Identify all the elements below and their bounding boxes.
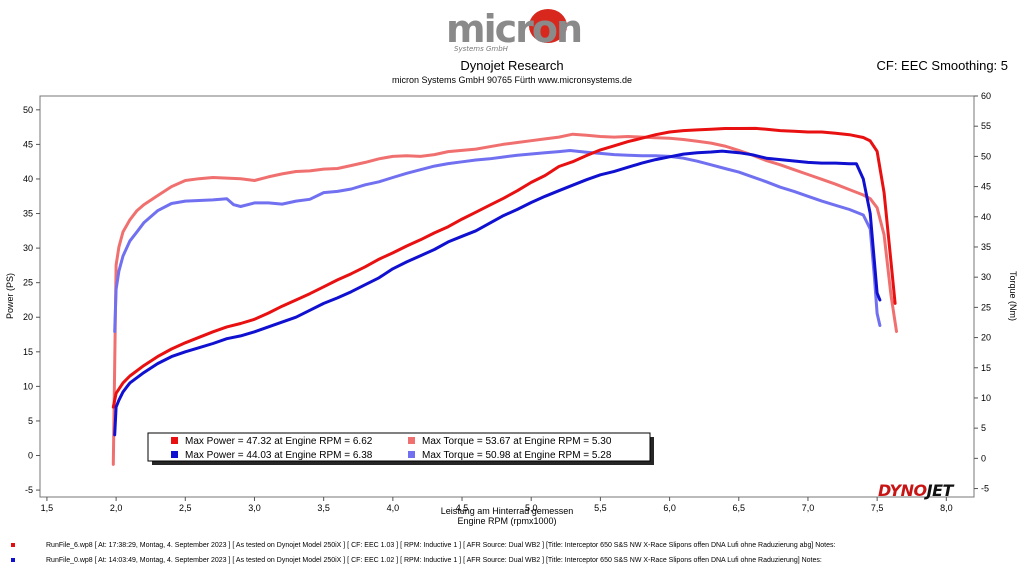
y-axis-left: -5 0 5 10 15 20 25 30 35 40 45 50 — [23, 105, 40, 495]
y-tick-label: 5 — [28, 416, 33, 426]
y2-tick-label: 60 — [981, 91, 991, 101]
series-line-2 — [111, 132, 898, 466]
y2-tick-label: -5 — [981, 484, 989, 494]
x-tick-label: 7,5 — [871, 503, 884, 513]
x-axis: 1,5 2,0 2,5 3,0 3,5 4,0 4,5 5,0 5,5 6,0 6,5 7,0 7,5 8… — [41, 497, 953, 513]
y-tick-label: 15 — [23, 347, 33, 357]
y-tick-label: 0 — [28, 451, 33, 461]
series-lines — [111, 126, 898, 466]
x-tick-label: 1,5 — [41, 503, 54, 513]
x-axis-title: Engine RPM (rpmx1000) — [457, 516, 556, 526]
y-tick-label: 40 — [23, 174, 33, 184]
legend: Max Power = 47.32 at Engine RPM = 6.62 M… — [147, 432, 654, 465]
y2-tick-label: 35 — [981, 242, 991, 252]
y2-tick-label: 0 — [981, 453, 986, 463]
x-tick-label: 4,0 — [387, 503, 400, 513]
legend-label-3: Max Torque = 50.98 at Engine RPM = 5.28 — [422, 450, 612, 461]
x-tick-label: 2,0 — [110, 503, 123, 513]
micron-logo: micron Systems GmbH — [446, 7, 583, 53]
y2-tick-label: 45 — [981, 182, 991, 192]
y2-tick-label: 30 — [981, 272, 991, 282]
x-tick-label: 3,5 — [317, 503, 330, 513]
correction-factor-label: CF: EEC Smoothing: 5 — [876, 58, 1009, 73]
plot-area — [39, 95, 975, 498]
x-tick-label: 8,0 — [940, 503, 953, 513]
y2-tick-label: 25 — [981, 302, 991, 312]
legend-label-1: Max Power = 44.03 at Engine RPM = 6.38 — [185, 450, 373, 461]
y2-tick-label: 50 — [981, 151, 991, 161]
series-line-1 — [113, 149, 882, 437]
y2-tick-label: 55 — [981, 121, 991, 131]
legend-swatch-1 — [171, 451, 178, 458]
legend-label-0: Max Power = 47.32 at Engine RPM = 6.62 — [185, 436, 373, 447]
y2-tick-label: 15 — [981, 363, 991, 373]
y-tick-label: 20 — [23, 312, 33, 322]
x-axis-title-top: Leistung am Hinterrad gemessen — [441, 506, 574, 516]
y2-tick-label: 20 — [981, 333, 991, 343]
x-tick-label: 6,0 — [663, 503, 676, 513]
company-address: micron Systems GmbH 90765 Fürth www.micr… — [391, 75, 633, 85]
x-tick-label: 5,0 — [525, 503, 538, 513]
x-tick-label: 2,5 — [179, 503, 192, 513]
legend-label-2: Max Torque = 53.67 at Engine RPM = 5.30 — [422, 436, 612, 447]
y2-tick-label: 5 — [981, 423, 986, 433]
y-tick-label: 30 — [23, 243, 33, 253]
x-tick-label: 5,5 — [594, 503, 607, 513]
y-tick-label: 35 — [23, 209, 33, 219]
dynojet-logo: DYNOJET — [878, 481, 953, 500]
footer-run-text-1: RunFile_0.wp8 [ At: 14:03:49, Montag, 4.… — [46, 557, 822, 564]
y-tick-label: 25 — [23, 278, 33, 288]
y2-tick-label: 10 — [981, 393, 991, 403]
svg-text:micron: micron — [446, 7, 581, 51]
footer-swatch-0 — [11, 543, 15, 547]
y-tick-label: 50 — [23, 105, 33, 115]
y2-tick-label: 40 — [981, 212, 991, 222]
chart-title: Dynojet Research — [460, 58, 564, 73]
y-axis-right: -5 0 5 10 15 20 25 30 35 40 45 50 55 60 — [974, 91, 991, 494]
legend-swatch-3 — [408, 451, 415, 458]
y-axis-title-right: Torque (Nm) — [1008, 271, 1018, 321]
footer-run-text-0: RunFile_6.wp8 [ At: 17:38:29, Montag, 4.… — [46, 542, 836, 549]
footer-swatch-1 — [11, 558, 15, 562]
legend-swatch-0 — [171, 437, 178, 444]
x-tick-label: 4,5 — [456, 503, 469, 513]
series-line-3 — [113, 149, 882, 333]
y-tick-label: 45 — [23, 139, 33, 149]
svg-text:Systems GmbH: Systems GmbH — [454, 45, 509, 53]
legend-swatch-2 — [408, 437, 415, 444]
x-tick-label: 6,5 — [733, 503, 746, 513]
x-tick-label: 7,0 — [802, 503, 815, 513]
y-tick-label: -5 — [25, 485, 33, 495]
x-tick-label: 3,0 — [248, 503, 261, 513]
series-line-0 — [111, 126, 897, 409]
y-tick-label: 10 — [23, 381, 33, 391]
y-axis-title-left: Power (PS) — [5, 273, 15, 319]
